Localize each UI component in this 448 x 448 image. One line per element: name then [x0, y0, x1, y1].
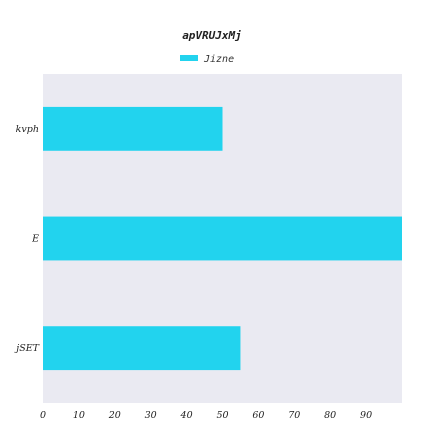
y-tick-label: E: [31, 234, 39, 245]
chart-title: apVRUJxMj: [182, 29, 242, 42]
x-tick-label: 10: [73, 410, 85, 421]
x-tick-label: 30: [145, 410, 157, 421]
legend-label: Jizne: [203, 54, 234, 65]
x-tick-label: 0: [40, 410, 46, 421]
x-tick-label: 90: [360, 410, 372, 421]
bar-kvph: [43, 106, 223, 151]
x-tick-label: 40: [180, 410, 193, 421]
y-tick-label: kvph: [16, 124, 39, 135]
x-tick-label: 50: [216, 410, 228, 421]
x-tick-label: 70: [288, 410, 300, 421]
bar-e: [43, 216, 402, 261]
legend-swatch: [180, 55, 198, 61]
bar-jset: [43, 326, 241, 371]
x-tick-label: 80: [324, 410, 336, 421]
y-tick-label: jSET: [14, 343, 39, 354]
x-tick-label: 20: [108, 410, 121, 421]
x-tick-label: 60: [252, 410, 264, 421]
bars: [43, 106, 402, 371]
legend: Jizne: [180, 54, 234, 65]
x-axis-ticks: 0 10 20 30 40 50 60 70 80 90: [40, 410, 372, 421]
